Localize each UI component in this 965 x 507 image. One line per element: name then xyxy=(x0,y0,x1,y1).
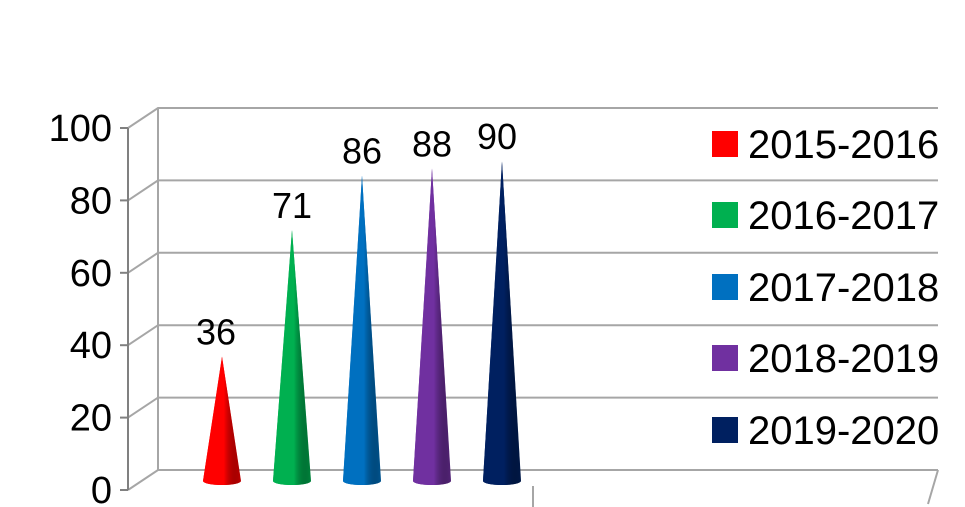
legend-label: 2019-2020 xyxy=(748,409,939,453)
cone-bar-2018-2019 xyxy=(413,168,451,485)
legend-swatch xyxy=(712,202,738,228)
cone-shading xyxy=(343,175,381,485)
legend-entry: 2019-2020 xyxy=(712,409,939,453)
cones xyxy=(203,161,521,485)
data-label: 36 xyxy=(196,312,236,353)
cone-shading xyxy=(273,229,311,485)
data-label: 86 xyxy=(342,131,382,172)
legend-swatch xyxy=(712,131,738,157)
legend-swatch xyxy=(712,274,738,300)
gridlines xyxy=(127,107,939,507)
legend-entry: 2015-2016 xyxy=(712,123,939,167)
y-tick-label: 100 xyxy=(49,108,112,150)
y-tick-label: 40 xyxy=(70,325,112,367)
legend: 2015-2016 2016-2017 2017-2018 2018-2019 2019… xyxy=(712,123,939,453)
cone-shading xyxy=(203,356,241,485)
data-label: 90 xyxy=(477,116,517,157)
legend-label: 2015-2016 xyxy=(748,123,939,167)
data-label: 88 xyxy=(412,123,452,164)
y-tick-labels: 0 20 40 60 80 100 xyxy=(49,108,112,507)
legend-label: 2017-2018 xyxy=(748,266,939,310)
cone-bar-2019-2020 xyxy=(483,161,521,485)
legend-swatch xyxy=(712,345,738,371)
cone-shading xyxy=(413,168,451,485)
y-tick-label: 20 xyxy=(70,398,112,440)
y-tick-label: 0 xyxy=(91,470,112,507)
floor-edge xyxy=(927,469,939,505)
legend-entry: 2017-2018 xyxy=(712,266,939,310)
data-labels: 36 71 86 88 90 xyxy=(196,116,517,352)
y-axis xyxy=(120,127,129,491)
legend-label: 2016-2017 xyxy=(748,194,939,238)
legend-entry: 2018-2019 xyxy=(712,337,939,381)
legend-entry: 2016-2017 xyxy=(712,194,939,238)
y-tick-label: 60 xyxy=(70,253,112,295)
cone-bar-2016-2017 xyxy=(273,229,311,485)
cone-bar-2017-2018 xyxy=(343,175,381,485)
cone-bar-2015-2016 xyxy=(203,356,241,485)
legend-swatch xyxy=(712,417,738,443)
y-tick-label: 80 xyxy=(70,180,112,222)
data-label: 71 xyxy=(272,185,312,226)
cone-shading xyxy=(483,161,521,485)
legend-label: 2018-2019 xyxy=(748,337,939,381)
